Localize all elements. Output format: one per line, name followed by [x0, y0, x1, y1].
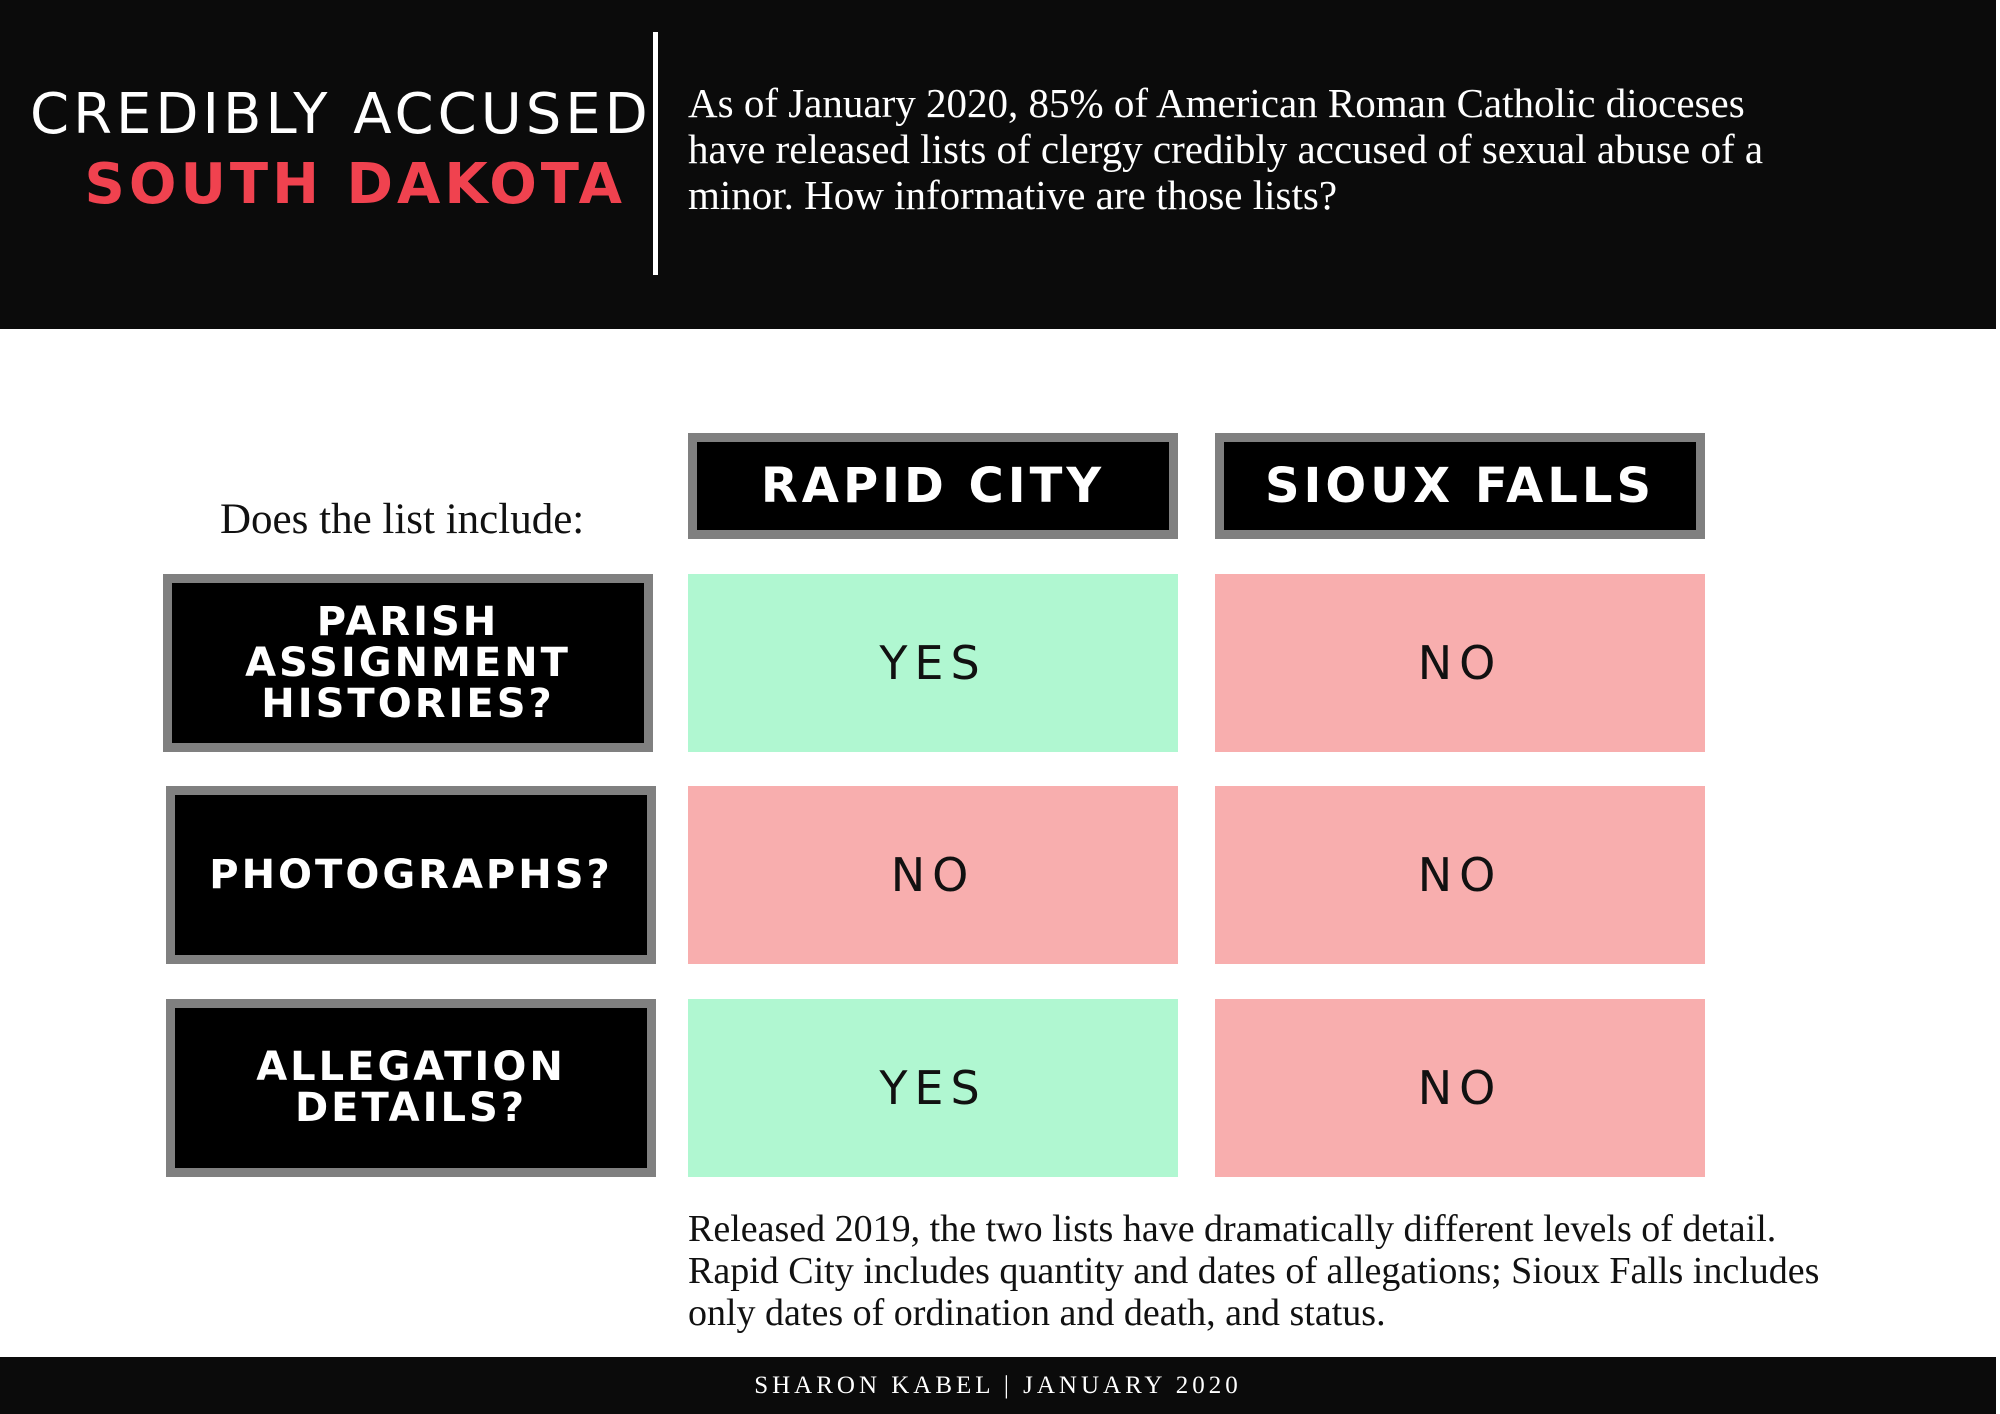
- header-banner: CREDIBLY ACCUSED SOUTH DAKOTA As of Janu…: [0, 0, 1996, 329]
- cell-rapid-city-parish: YES: [688, 574, 1178, 752]
- cell-rapid-city-allegations: YES: [688, 999, 1178, 1177]
- footnote-text: Released 2019, the two lists have dramat…: [688, 1208, 1820, 1334]
- intro-text: As of January 2020, 85% of American Roma…: [688, 80, 1764, 218]
- column-header-sioux-falls: SIOUX FALLS: [1215, 433, 1705, 539]
- cell-sioux-falls-photographs: NO: [1215, 786, 1705, 964]
- cell-rapid-city-photographs: NO: [688, 786, 1178, 964]
- title-line-2: SOUTH DAKOTA: [84, 152, 626, 217]
- row-label-allegation-details: ALLEGATION DETAILS?: [166, 999, 656, 1177]
- column-header-label: RAPID CITY: [697, 442, 1169, 530]
- title-block: CREDIBLY ACCUSED SOUTH DAKOTA: [30, 80, 652, 220]
- row-label-photographs: PHOTOGRAPHS?: [166, 786, 656, 964]
- row-label-text: PARISH ASSIGNMENT HISTORIES?: [172, 583, 644, 743]
- header-divider: [653, 32, 658, 275]
- cell-sioux-falls-parish: NO: [1215, 574, 1705, 752]
- table-prompt: Does the list include:: [220, 496, 585, 543]
- title-line-1: CREDIBLY ACCUSED: [30, 82, 652, 147]
- row-label-text: ALLEGATION DETAILS?: [175, 1008, 647, 1168]
- column-header-label: SIOUX FALLS: [1224, 442, 1696, 530]
- footer-credit: SHARON KABEL | JANUARY 2020: [754, 1371, 1242, 1399]
- column-header-rapid-city: RAPID CITY: [688, 433, 1178, 539]
- page-edge: [1996, 0, 2000, 1414]
- row-label-parish-assignment: PARISH ASSIGNMENT HISTORIES?: [163, 574, 653, 752]
- row-label-text: PHOTOGRAPHS?: [175, 795, 647, 955]
- footer-bar: SHARON KABEL | JANUARY 2020: [0, 1357, 1996, 1414]
- cell-sioux-falls-allegations: NO: [1215, 999, 1705, 1177]
